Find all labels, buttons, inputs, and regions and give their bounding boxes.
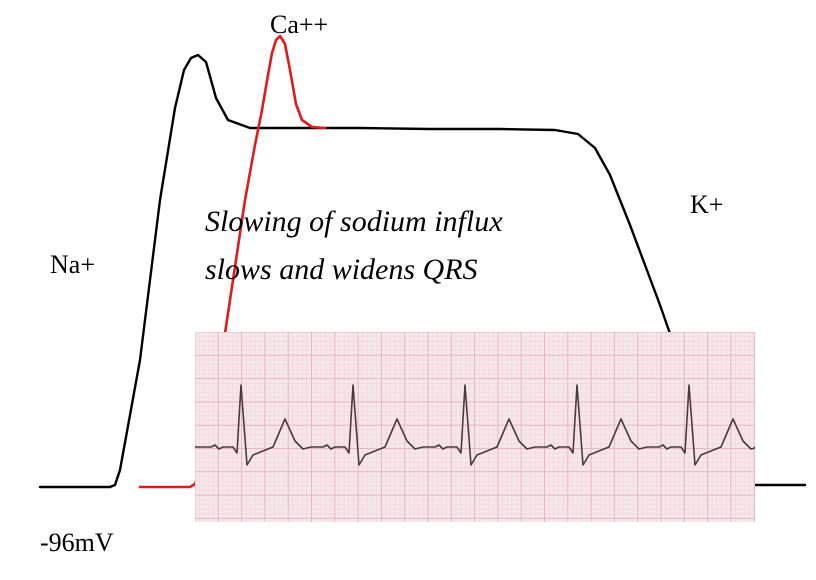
- ecg-panel: [195, 332, 755, 522]
- calcium-label: Ca++: [270, 10, 328, 40]
- annotation-line-1: Slowing of sodium influx: [205, 198, 503, 246]
- resting-mv-label: -96mV: [40, 528, 114, 558]
- sodium-label: Na+: [50, 250, 95, 280]
- annotation-line-2: slows and widens QRS: [205, 246, 503, 294]
- annotation-text: Slowing of sodium influx slows and widen…: [205, 198, 503, 294]
- diagram-stage: Na+ Ca++ K+ -96mV Slowing of sodium infl…: [0, 0, 816, 580]
- potassium-label: K+: [690, 190, 723, 220]
